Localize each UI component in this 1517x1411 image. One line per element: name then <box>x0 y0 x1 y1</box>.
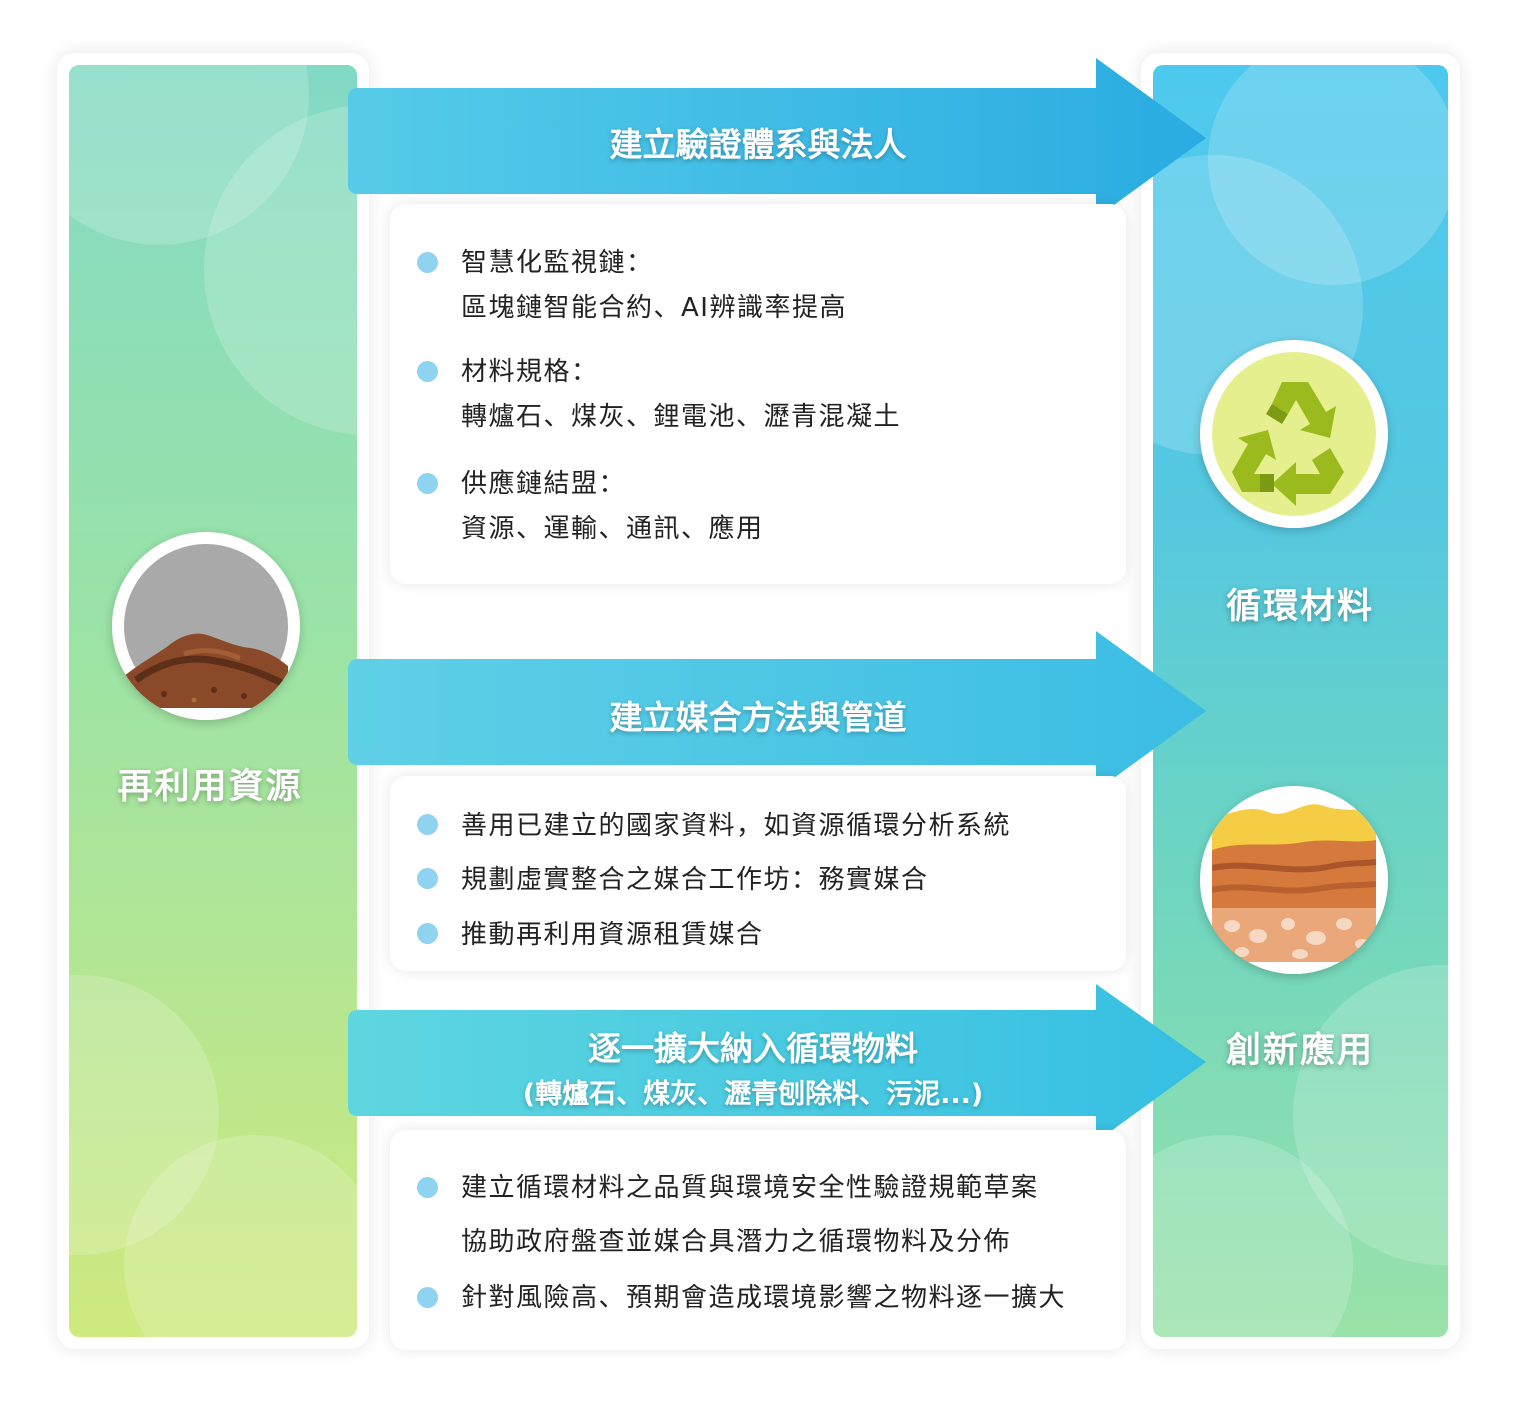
bullet-dot <box>417 361 438 382</box>
bullet-dot <box>417 473 438 494</box>
section-title: 建立媒合方法與管道 <box>609 698 907 737</box>
bullet-dot <box>417 868 438 889</box>
soil-mound-icon <box>112 532 300 720</box>
section-arrow: 逐一擴大納入循環物料 (轉爐石、煤灰、瀝青刨除料、污泥...) <box>348 984 1212 1144</box>
section-card: 善用已建立的國家資料，如資源循環分析系統 規劃虛實整合之媒合工作坊：務實媒合 推… <box>390 776 1126 971</box>
section-card: 智慧化監視鏈： 區塊鏈智能合約、AI辨識率提高 材料規格： 轉爐石、煤灰、鋰電池… <box>390 204 1126 584</box>
right-column-bottom-label: 創新應用 <box>1225 1031 1374 1071</box>
soil-layers-icon <box>1200 786 1388 974</box>
bullet-heading: 材料規格： <box>461 357 599 387</box>
bullet-dot <box>417 1287 438 1308</box>
bullet-detail: 協助政府盤查並媒合具潛力之循環物料及分佈 <box>461 1227 1012 1257</box>
bullet-detail: 轉爐石、煤灰、鋰電池、瀝青混凝土 <box>461 402 902 432</box>
bullet-heading: 針對風險高、預期會造成環境影響之物料逐一擴大 <box>461 1283 1067 1313</box>
section-title: 逐一擴大納入循環物料 <box>588 1029 918 1068</box>
bullet-text: 規劃虛實整合之媒合工作坊：務實媒合 <box>461 865 929 895</box>
bullet-dot <box>417 814 438 835</box>
recycle-icon <box>1200 340 1388 528</box>
bullet-heading: 智慧化監視鏈： <box>461 248 654 278</box>
section-subtitle: (轉爐石、煤灰、瀝青刨除料、污泥...) <box>522 1079 984 1110</box>
bullet-heading: 建立循環材料之品質與環境安全性驗證規範草案 <box>461 1173 1039 1203</box>
section-card: 建立循環材料之品質與環境安全性驗證規範草案 協助政府盤查並媒合具潛力之循環物料及… <box>390 1130 1126 1350</box>
section-arrow: 建立媒合方法與管道 <box>348 631 1212 791</box>
bullet-detail: 區塊鏈智能合約、AI辨識率提高 <box>461 293 847 323</box>
bullet-heading: 供應鏈結盟： <box>461 469 627 499</box>
left-column-label: 再利用資源 <box>117 767 303 807</box>
bullet-dot <box>417 923 438 944</box>
bullet-detail: 資源、運輸、通訊、應用 <box>461 514 764 544</box>
bullet-text: 善用已建立的國家資料，如資源循環分析系統 <box>461 811 1012 841</box>
right-column-top-label: 循環材料 <box>1225 587 1374 627</box>
decor-bubble <box>1208 65 1448 285</box>
bullet-dot <box>417 252 438 273</box>
section-arrow: 建立驗證體系與法人 <box>348 58 1212 218</box>
bullet-text: 推動再利用資源租賃媒合 <box>461 920 764 950</box>
bullet-dot <box>417 1177 438 1198</box>
section-title: 建立驗證體系與法人 <box>609 125 907 164</box>
